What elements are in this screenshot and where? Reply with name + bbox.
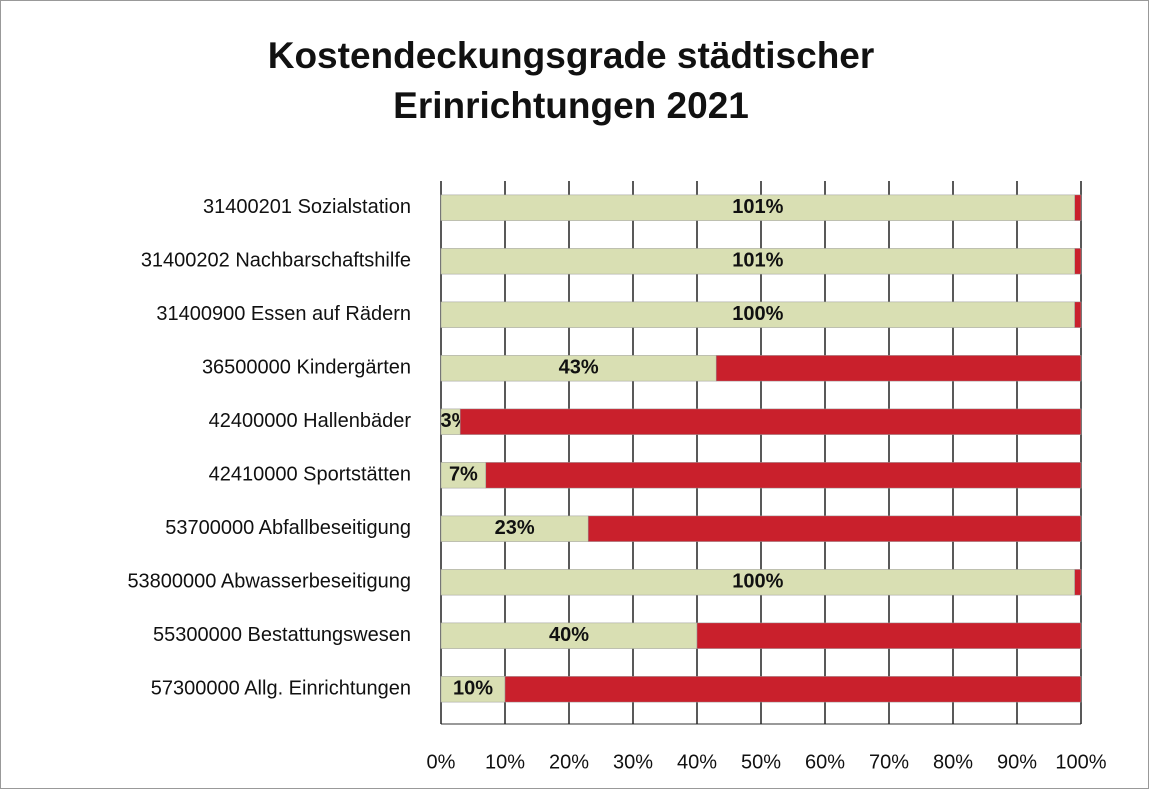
y-tick-label: 31400202 Nachbarschaftshilfe [141, 250, 411, 272]
x-tick-label: 50% [741, 751, 781, 773]
bar-segment [696, 622, 1082, 649]
y-tick-label: 31400900 Essen auf Rädern [156, 303, 411, 325]
x-tick-label: 70% [869, 751, 909, 773]
data-label: 100% [732, 303, 783, 325]
bar-segment [440, 676, 506, 703]
bar-segment [440, 301, 1075, 328]
bar-segment [1074, 194, 1082, 221]
bar-segment [504, 676, 1082, 703]
data-label: 7% [449, 464, 478, 486]
data-label: 101% [732, 196, 783, 218]
x-tick-label: 100% [1055, 751, 1106, 773]
x-tick-label: 0% [427, 751, 456, 773]
bar-segment [1074, 569, 1082, 596]
x-tick-label: 40% [677, 751, 717, 773]
x-tick-label: 20% [549, 751, 589, 773]
data-label: 10% [453, 678, 493, 700]
x-tick-label: 10% [485, 751, 525, 773]
bar-segment [440, 355, 717, 382]
data-label: 101% [732, 250, 783, 272]
bar-segment [440, 194, 1075, 221]
data-label: 23% [495, 517, 535, 539]
y-tick-label: 31400201 Sozialstation [203, 196, 411, 218]
bar-segment [440, 462, 487, 489]
y-tick-label: 57300000 Allg. Einrichtungen [151, 678, 411, 700]
bar-segment [1074, 248, 1082, 275]
y-tick-label: 53700000 Abfallbeseitigung [165, 517, 411, 539]
bar-segment [440, 569, 1075, 596]
chart-title: Kostendeckungsgrade städtischer Erinrich… [267, 35, 875, 126]
bar-segment [440, 248, 1075, 275]
bar-segment [485, 462, 1082, 489]
bar-segment [440, 515, 589, 542]
y-tick-label: 42410000 Sportstätten [209, 464, 411, 486]
x-tick-label: 80% [933, 751, 973, 773]
y-tick-label: 53800000 Abwasserbeseitigung [127, 571, 411, 593]
y-tick-label: 42400000 Hallenbäder [209, 410, 412, 432]
data-label: 43% [559, 357, 599, 379]
data-label: 100% [732, 571, 783, 593]
x-tick-label: 60% [805, 751, 845, 773]
x-tick-label: 90% [997, 751, 1037, 773]
bar-segment [1074, 301, 1082, 328]
y-tick-label: 55300000 Bestattungswesen [153, 624, 411, 646]
y-tick-label: 36500000 Kindergärten [202, 357, 411, 379]
bar-segment [440, 622, 698, 649]
bar-segment [715, 355, 1082, 382]
x-tick-label: 30% [613, 751, 653, 773]
data-label: 40% [549, 624, 589, 646]
bar-segment [459, 408, 1082, 435]
bar-segment [587, 515, 1082, 542]
